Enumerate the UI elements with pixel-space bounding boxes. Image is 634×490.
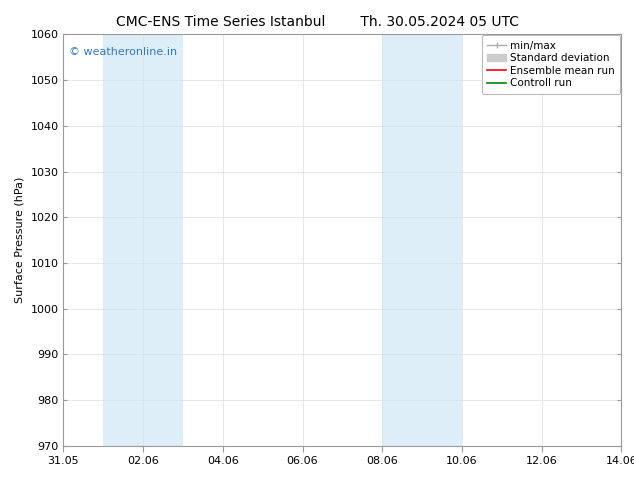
Y-axis label: Surface Pressure (hPa): Surface Pressure (hPa) [15,177,25,303]
Legend: min/max, Standard deviation, Ensemble mean run, Controll run: min/max, Standard deviation, Ensemble me… [482,35,620,94]
Text: © weatheronline.in: © weatheronline.in [69,47,177,57]
Bar [382,34,462,446]
Bar [103,34,183,446]
Text: CMC-ENS Time Series Istanbul        Th. 30.05.2024 05 UTC: CMC-ENS Time Series Istanbul Th. 30.05.2… [115,15,519,29]
